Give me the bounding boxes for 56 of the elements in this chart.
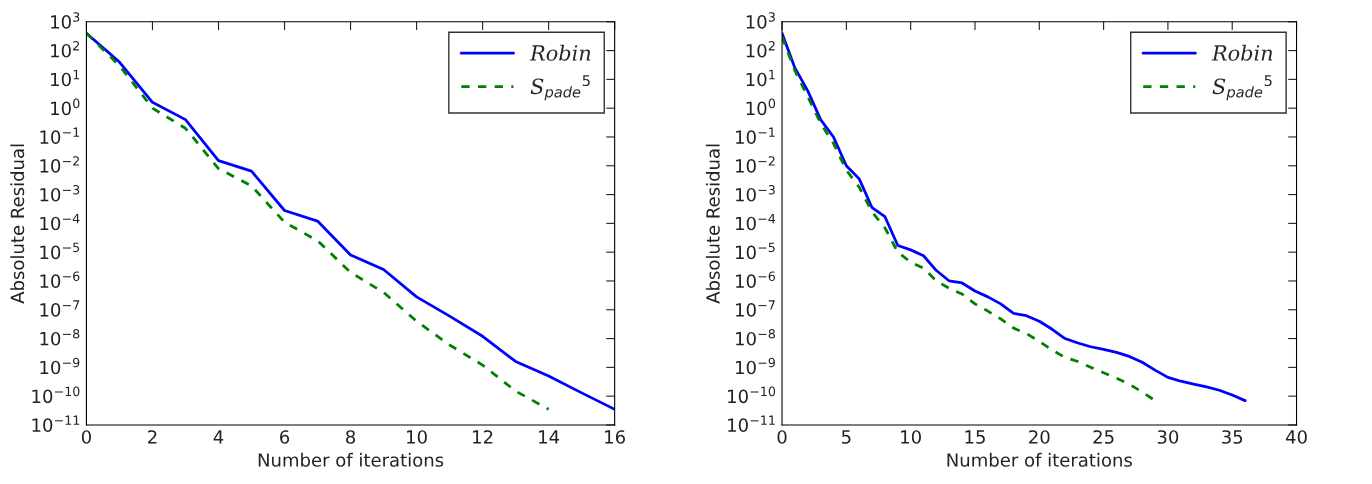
- x-tick-label: 10: [901, 430, 921, 444]
- x-tick-label: 2: [148, 430, 157, 444]
- x-tick-label: 14: [539, 430, 560, 444]
- y-axis-title: Absolute Residual: [10, 144, 25, 304]
- y-tick-label: 10$^{−4}$: [736, 213, 776, 231]
- y-axis-title: Absolute Residual: [705, 144, 720, 304]
- x-tick-label: 0: [81, 430, 91, 444]
- x-tick-label: 20: [1029, 430, 1050, 444]
- y-tick-label: 10$^{1}$: [51, 69, 80, 87]
- y-tick-label: 10$^{−7}$: [40, 300, 80, 317]
- legend-label: S$_{pade}$$^{5}$: [530, 75, 590, 101]
- y-tick-label: 10$^{−4}$: [40, 213, 80, 231]
- y-tick-label: 10$^{−2}$: [40, 156, 79, 173]
- y-tick-label: 10$^{1}$: [746, 69, 775, 87]
- y-tick-label: 10$^{2}$: [746, 41, 775, 58]
- y-tick-label: 10$^{3}$: [51, 12, 80, 29]
- y-tick-label: 10$^{−11}$: [728, 415, 775, 432]
- legend-label: Robin: [1211, 44, 1273, 61]
- x-tick-label: 5: [842, 430, 851, 444]
- y-tick-label: 10$^{−9}$: [736, 357, 775, 375]
- x-tick-label: 6: [280, 430, 290, 444]
- legend-label: S$_{pade}$$^{5}$: [1212, 75, 1272, 101]
- y-tick-label: 10$^{−5}$: [40, 242, 80, 260]
- y-tick-label: 10$^{−6}$: [736, 271, 776, 288]
- y-tick-label: 10$^{0}$: [746, 98, 776, 116]
- y-tick-label: 10$^{2}$: [51, 41, 80, 58]
- y-tick-label: 10$^{−5}$: [736, 242, 775, 260]
- x-tick-label: 10: [407, 430, 427, 444]
- x-tick-label: 0: [777, 430, 787, 444]
- x-tick-label: 4: [213, 430, 224, 444]
- legend-label: Robin: [529, 44, 591, 61]
- y-tick-label: 10$^{−3}$: [736, 185, 775, 202]
- y-tick-label: 10$^{−10}$: [728, 386, 776, 404]
- y-tick-label: 10$^{−8}$: [736, 328, 775, 346]
- x-tick-label: 15: [965, 430, 985, 444]
- y-tick-label: 10$^{−11}$: [32, 415, 80, 432]
- y-tick-label: 10$^{−9}$: [40, 357, 80, 375]
- y-tick-label: 10$^{−6}$: [40, 271, 80, 288]
- y-tick-label: 10$^{−10}$: [32, 386, 80, 404]
- x-tick-label: 12: [473, 430, 493, 444]
- y-tick-label: 10$^{3}$: [746, 12, 775, 29]
- x-axis-title: Number of iterations: [258, 452, 444, 467]
- y-tick-label: 10$^{−1}$: [736, 127, 775, 144]
- x-axis-title: Number of iterations: [947, 452, 1132, 467]
- x-tick-label: 16: [605, 430, 626, 444]
- y-tick-label: 10$^{−8}$: [40, 328, 80, 346]
- x-tick-label: 35: [1222, 430, 1243, 444]
- x-tick-label: 25: [1093, 430, 1114, 444]
- y-tick-label: 10$^{−2}$: [736, 156, 775, 173]
- x-tick-label: 8: [346, 430, 356, 444]
- y-tick-label: 10$^{−7}$: [736, 300, 775, 317]
- x-tick-label: 30: [1157, 430, 1179, 444]
- y-tick-label: 10$^{−1}$: [40, 127, 80, 144]
- x-tick-label: 40: [1285, 430, 1307, 444]
- y-tick-label: 10$^{0}$: [51, 98, 80, 116]
- y-tick-label: 10$^{−3}$: [40, 185, 80, 202]
